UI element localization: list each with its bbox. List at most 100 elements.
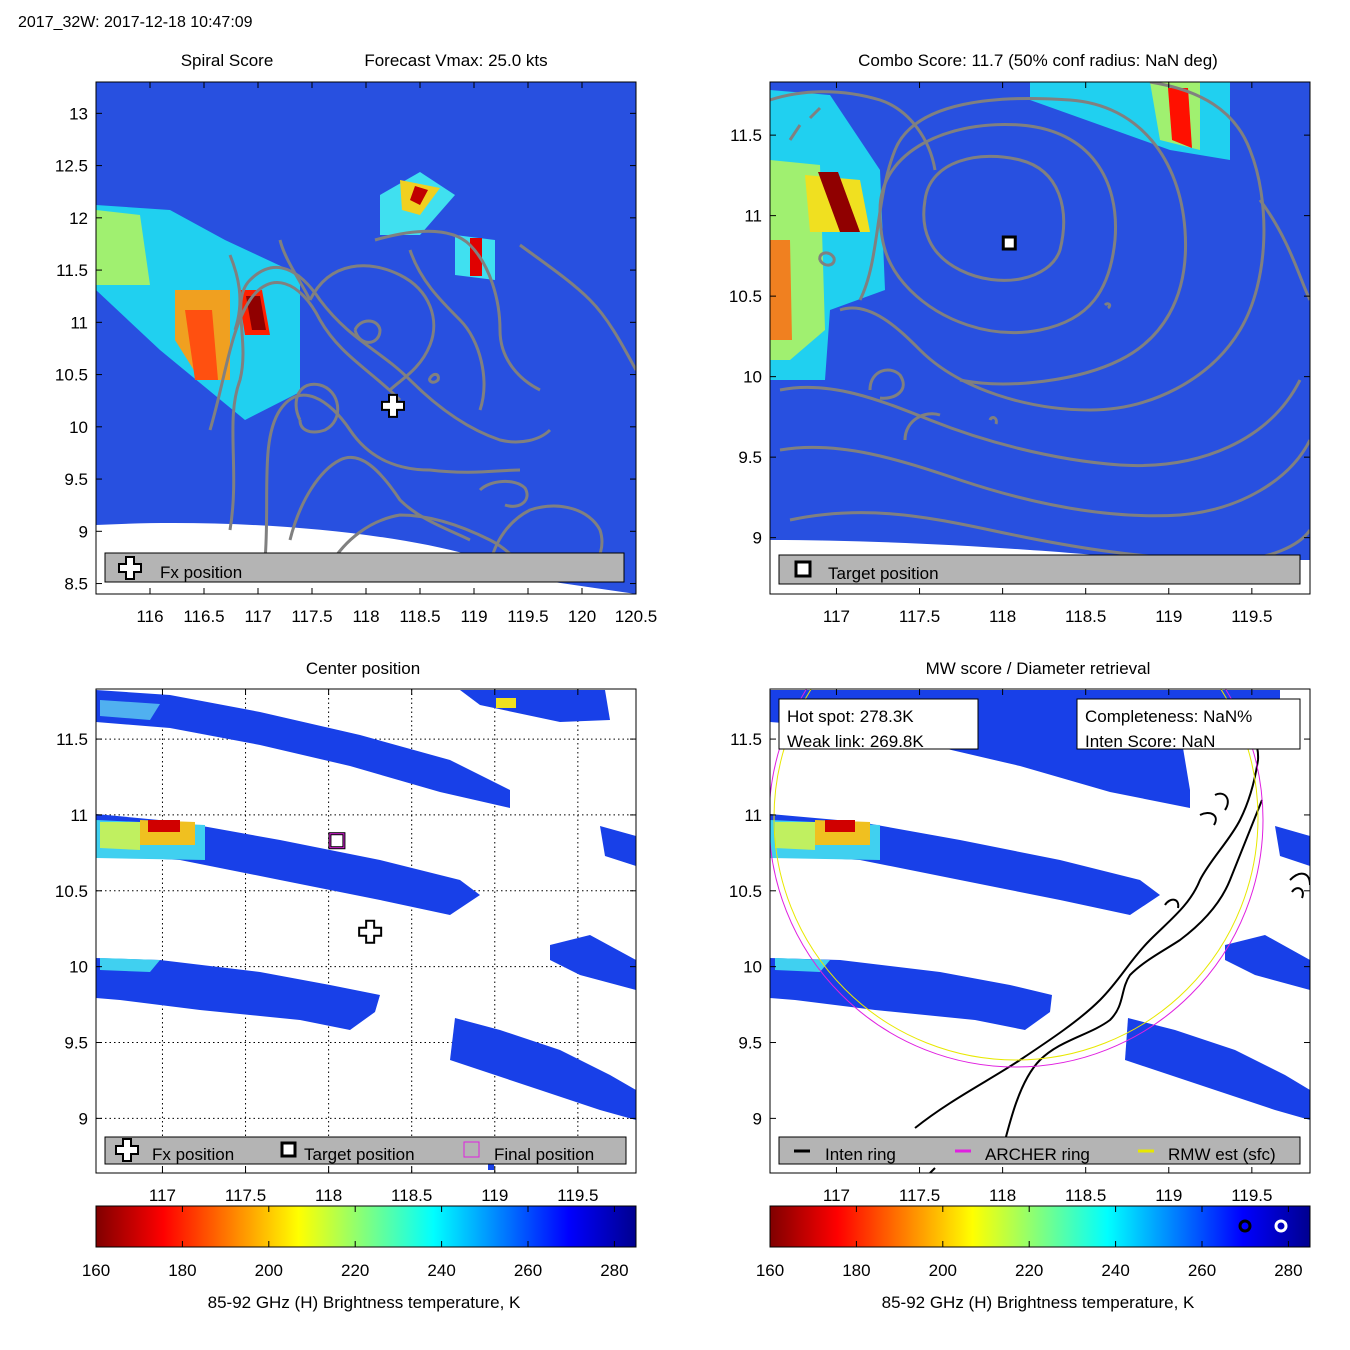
info-box-right: Completeness: NaN% Inten Score: NaN [1076, 698, 1301, 751]
panel-title-left: Spiral Score [181, 51, 274, 70]
fx-position-marker-icon [118, 556, 142, 580]
y-tick-label: 11 [744, 207, 762, 226]
target-position-marker [1001, 235, 1017, 251]
warm-swaths [96, 172, 495, 420]
y-tick-label: 10.5 [55, 366, 88, 385]
colorbar-tick-label: 220 [341, 1261, 369, 1280]
fx-position-marker [358, 919, 383, 944]
y-tick-label: 10 [743, 958, 762, 977]
legend: Fx position [104, 552, 625, 583]
x-ticks: 117 117.5 118 118.5 119 119.5 [149, 689, 598, 1205]
x-tick-label: 119 [481, 1186, 508, 1205]
colorbar-gradient [95, 1205, 637, 1248]
x-ticks: 116 116.5 117 117.5 118 118.5 119 119.5 120 120.5 [136, 82, 657, 626]
panel-title: Center position [306, 659, 420, 678]
legend-label-rmw: RMW est (sfc) [1168, 1145, 1276, 1164]
x-tick-label: 119 [460, 607, 487, 626]
colorbar-label: 85-92 GHz (H) Brightness temperature, K [882, 1293, 1195, 1312]
colorbar-ticks: 160 180 200 220 240 260 280 [82, 1206, 629, 1280]
weak-link-text: Weak link: 269.8K [787, 732, 924, 751]
x-tick-label: 118 [315, 1186, 342, 1205]
y-tick-label: 11 [744, 806, 762, 825]
x-tick-label: 116 [136, 607, 163, 626]
y-ticks: 8.5 9 9.5 10 10.5 11 11.5 12 12.5 13 [55, 104, 636, 594]
legend-label-final: Final position [494, 1145, 594, 1164]
colorbar-tick-label: 220 [1015, 1261, 1043, 1280]
y-tick-label: 9 [79, 522, 88, 541]
x-tick-label: 120.5 [615, 607, 658, 626]
panel-title-right: Forecast Vmax: 25.0 kts [364, 51, 547, 70]
axes-frame [95, 688, 637, 1174]
x-tick-label: 117.5 [291, 607, 332, 626]
x-tick-label: 118.5 [1065, 607, 1106, 626]
x-tick-label: 117 [823, 607, 850, 626]
panel-title: Combo Score: 11.7 (50% conf radius: NaN … [858, 51, 1218, 70]
colorbar-tick-label: 260 [1188, 1261, 1216, 1280]
x-tick-label: 118.5 [399, 607, 440, 626]
legend-label-fx: Fx position [152, 1145, 234, 1164]
legend-label-inten: Inten ring [825, 1145, 896, 1164]
x-tick-label: 117.5 [899, 607, 940, 626]
y-tick-label: 9 [753, 1109, 762, 1128]
x-tick-label: 117 [149, 1186, 176, 1205]
x-tick-label: 119.5 [1231, 607, 1272, 626]
y-tick-label: 9.5 [738, 1034, 762, 1053]
hot-spot-text: Hot spot: 278.3K [787, 707, 914, 726]
ring-marker-black-icon [1238, 1219, 1252, 1233]
completeness-text: Completeness: NaN% [1085, 707, 1252, 726]
y-tick-label: 11.5 [730, 126, 762, 145]
legend: Fx position Target position Final positi… [104, 1136, 627, 1165]
colorbar-tick-label: 280 [1274, 1261, 1302, 1280]
y-tick-label: 11.5 [56, 730, 88, 749]
x-ticks: 117 117.5 118 118.5 119 119.5 [823, 689, 1272, 1205]
x-tick-label: 117.5 [899, 1186, 940, 1205]
y-tick-label: 9.5 [738, 448, 762, 467]
axes-frame [769, 81, 1311, 595]
inten-score-text: Inten Score: NaN [1085, 732, 1215, 751]
y-tick-label: 10.5 [729, 882, 762, 901]
y-tick-label: 13 [69, 104, 88, 123]
y-ticks: 9 9.5 10 10.5 11 11.5 [729, 126, 1310, 548]
y-tick-label: 11.5 [730, 730, 762, 749]
x-tick-label: 119.5 [507, 607, 548, 626]
colorbar-tick-label: 240 [1101, 1261, 1129, 1280]
x-tick-label: 117 [823, 1186, 850, 1205]
target-position-marker [328, 832, 346, 850]
panel-mw: MW score / Diameter retrieval [729, 659, 1311, 1205]
x-tick-label: 118.5 [1065, 1186, 1106, 1205]
x-tick-label: 116.5 [183, 607, 224, 626]
y-tick-label: 10 [743, 368, 762, 387]
x-ticks: 117 117.5 118 118.5 119 119.5 [823, 82, 1272, 626]
axes-frame [769, 688, 1311, 1174]
ring-marker-white-icon [1274, 1219, 1288, 1233]
colorbar-tick-label: 200 [255, 1261, 283, 1280]
y-ticks: 9 9.5 10 10.5 11 11.5 [729, 730, 1310, 1128]
y-tick-label: 10.5 [729, 287, 762, 306]
legend-label: Target position [828, 564, 939, 583]
x-tick-label: 119.5 [1231, 1186, 1272, 1205]
x-tick-label: 118 [352, 607, 379, 626]
fx-position-marker [381, 393, 405, 418]
panel-center: Center position 11 [55, 659, 637, 1205]
x-tick-label: 119.5 [557, 1186, 598, 1205]
x-tick-label: 117 [244, 607, 271, 626]
y-tick-label: 10 [69, 958, 88, 977]
target-position-marker-icon [794, 560, 812, 578]
y-tick-label: 8.5 [64, 575, 88, 594]
colorbar-left: 160 180 200 220 240 260 280 85-92 GHz (H) Brig… [82, 1205, 637, 1312]
colorbar-tick-label: 180 [168, 1261, 196, 1280]
colorbar-tick-label: 160 [756, 1261, 784, 1280]
x-tick-label: 119 [1155, 1186, 1182, 1205]
y-tick-label: 12 [69, 209, 88, 228]
x-tick-label: 117.5 [225, 1186, 266, 1205]
rmw-ring [773, 689, 1259, 1061]
legend-label-archer: ARCHER ring [985, 1145, 1090, 1164]
legend: Inten ring ARCHER ring RMW est (sfc) [778, 1136, 1301, 1165]
x-tick-label: 120 [568, 607, 596, 626]
panel-spiral: Spiral Score Forecast Vmax: 25.0 kts [55, 51, 657, 626]
colorbar-tick-label: 240 [427, 1261, 455, 1280]
y-tick-label: 11 [70, 313, 88, 332]
x-tick-label: 119 [1155, 607, 1182, 626]
y-tick-label: 9.5 [64, 1034, 88, 1053]
colorbar-ticks: 160 180 200 220 240 260 280 [756, 1206, 1303, 1280]
